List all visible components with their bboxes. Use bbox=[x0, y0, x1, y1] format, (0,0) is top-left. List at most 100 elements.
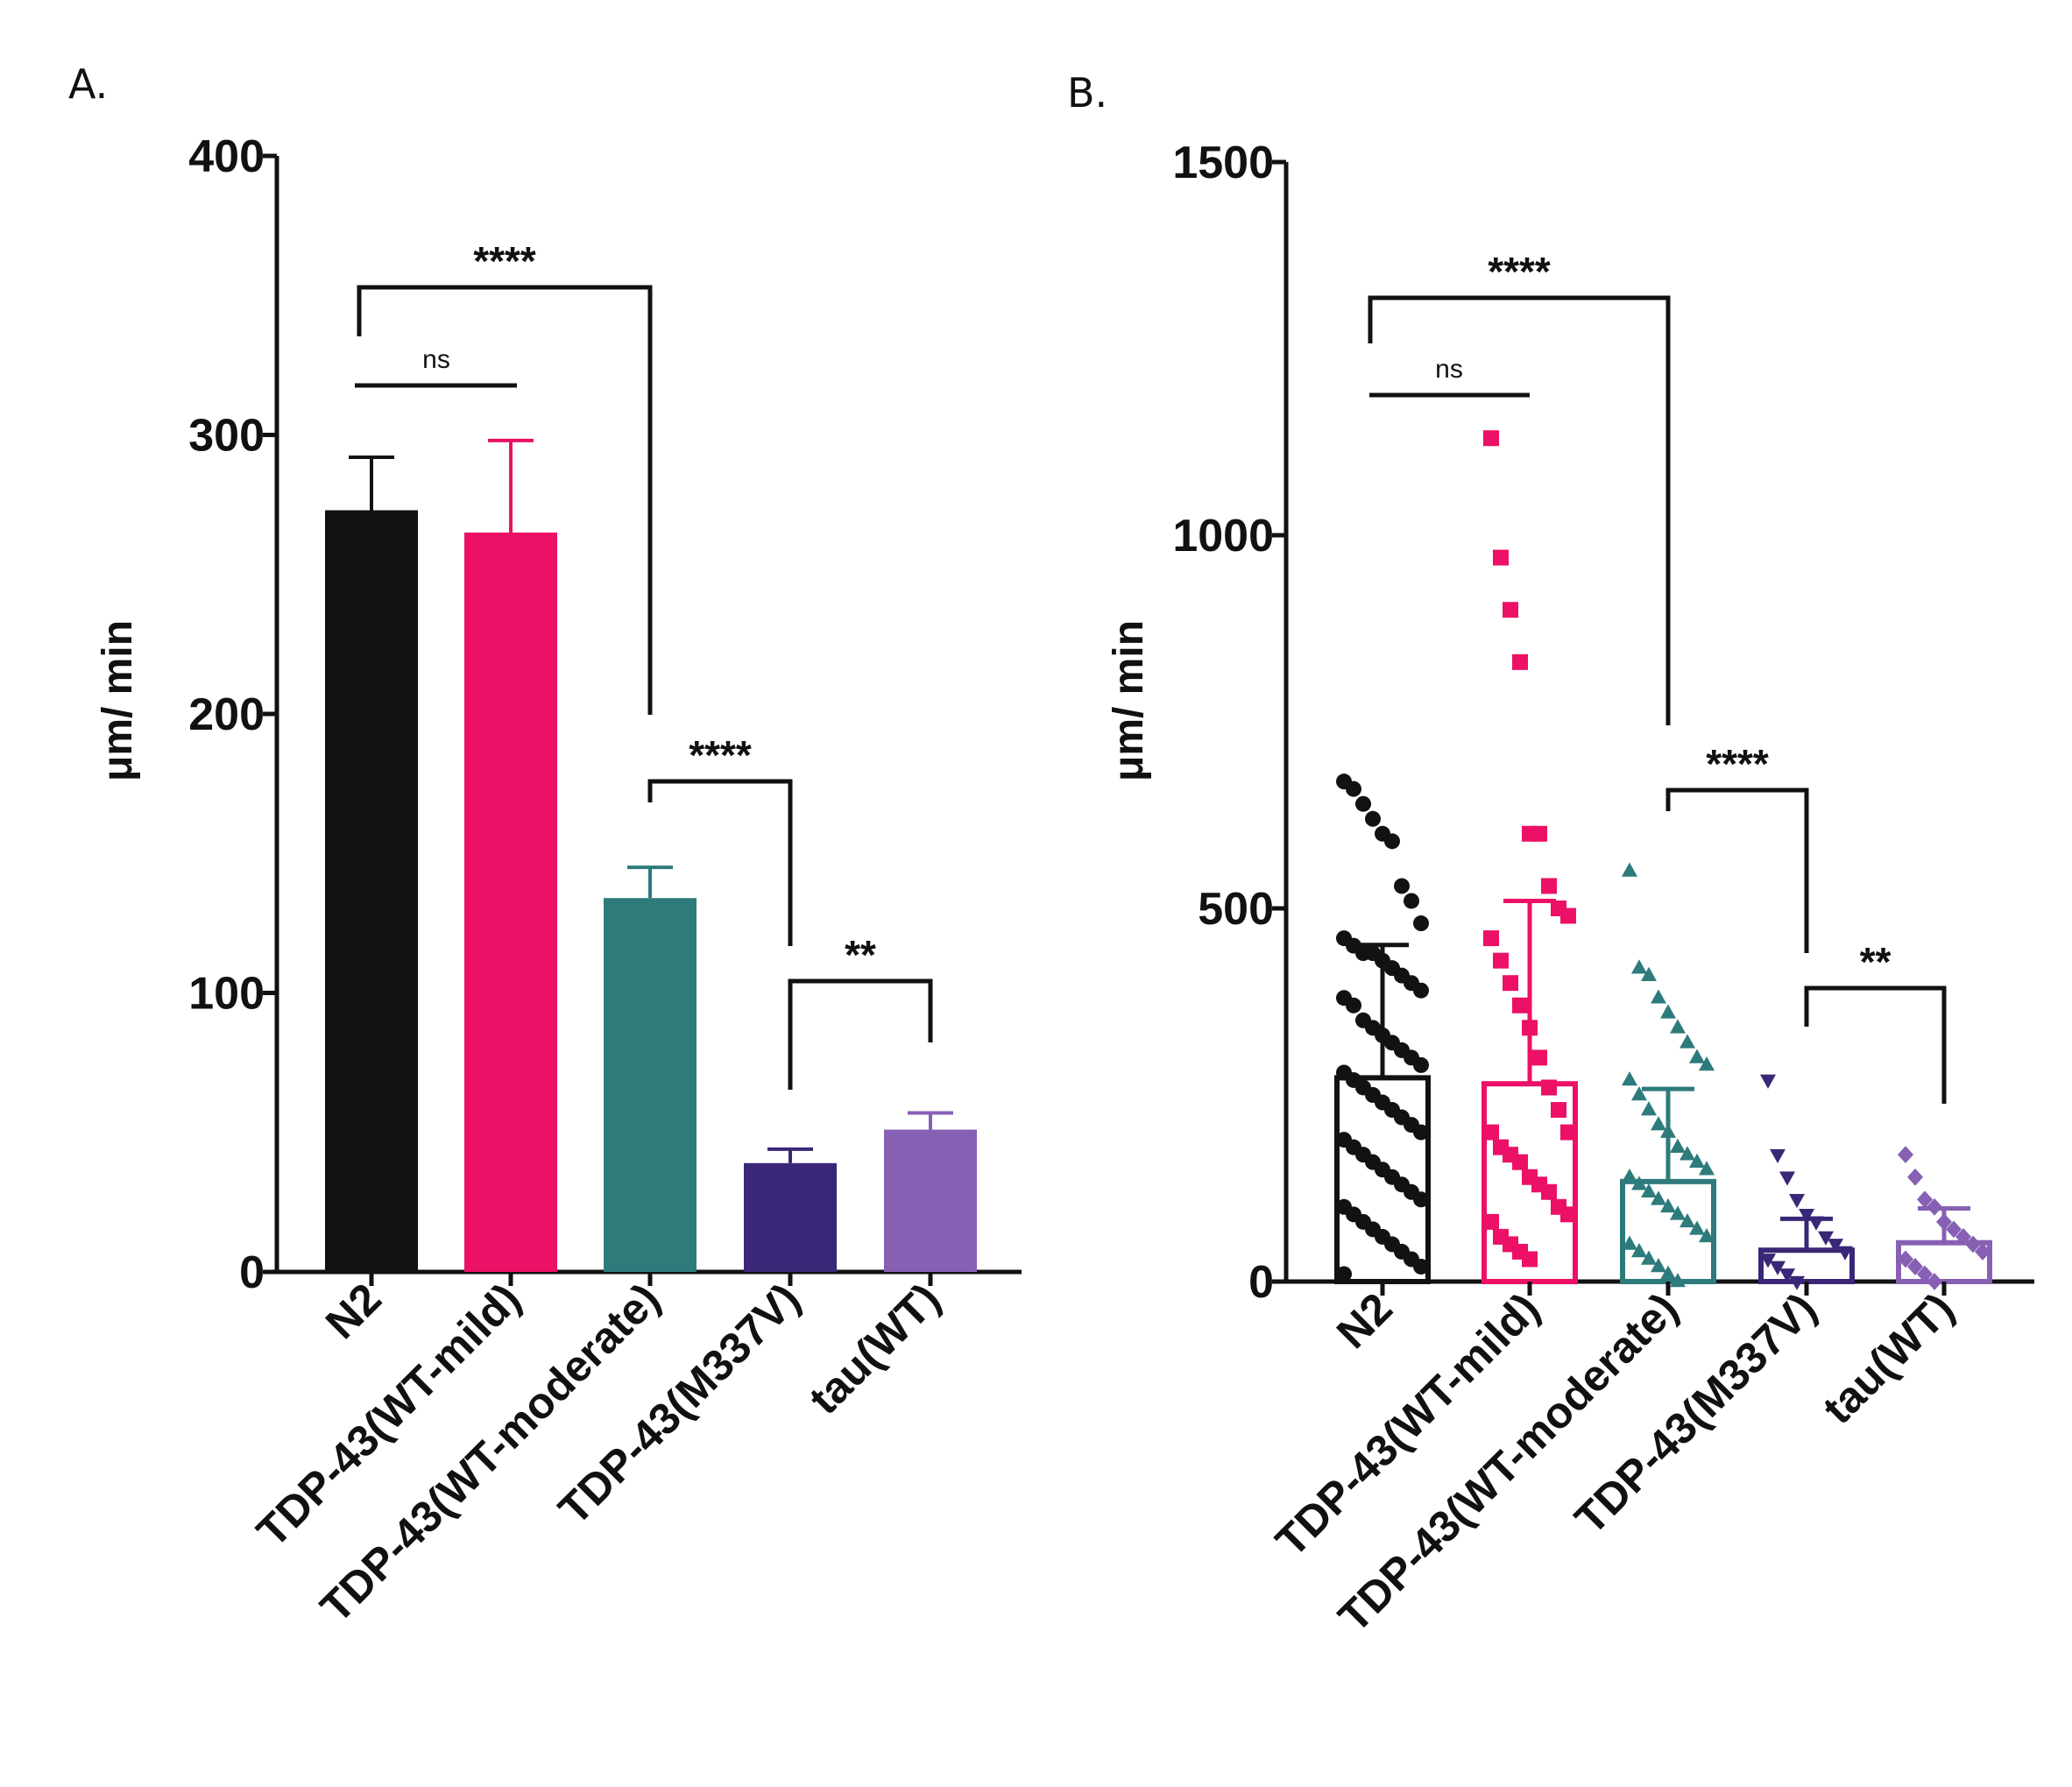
sig-bracket-m337v-tau-line bbox=[1804, 985, 1947, 1104]
data-point bbox=[1384, 833, 1400, 850]
panel-a-y-axis-title: μm/ min bbox=[95, 620, 141, 781]
data-point bbox=[1631, 959, 1647, 974]
data-point bbox=[1622, 1235, 1637, 1250]
data-point bbox=[1699, 1056, 1715, 1071]
data-point bbox=[1404, 893, 1419, 909]
data-point bbox=[1651, 1116, 1666, 1131]
data-point bbox=[1975, 1243, 1991, 1261]
data-point bbox=[1670, 1205, 1686, 1220]
data-point bbox=[1483, 430, 1499, 447]
data-point bbox=[1770, 1148, 1786, 1164]
y-tick-label: 400 bbox=[188, 131, 265, 182]
sig-ns-label: ns bbox=[422, 345, 450, 374]
data-point bbox=[1651, 989, 1666, 1004]
data-point bbox=[1541, 1079, 1557, 1096]
data-point bbox=[1670, 1138, 1686, 1153]
data-point bbox=[1512, 1154, 1528, 1170]
y-tick-label: 500 bbox=[1198, 884, 1274, 935]
sig-bracket-n2-moderate-label: **** bbox=[1488, 249, 1551, 294]
data-point bbox=[1503, 975, 1518, 992]
data-point bbox=[1336, 1266, 1352, 1282]
sig-bracket-m337v-tau-label: ** bbox=[1860, 939, 1892, 985]
x-category-label: TDP-43(M337V) bbox=[549, 1274, 810, 1534]
x-category-label: TDP-43(WT-mild) bbox=[1266, 1283, 1548, 1565]
data-point bbox=[1493, 549, 1509, 566]
data-point bbox=[1779, 1171, 1795, 1186]
data-point bbox=[1699, 1161, 1715, 1176]
bar bbox=[744, 1162, 837, 1272]
data-point bbox=[1631, 1086, 1647, 1101]
data-point bbox=[1907, 1168, 1923, 1186]
data-point bbox=[1760, 1254, 1776, 1268]
y-tick-label: 1500 bbox=[1172, 138, 1274, 188]
sig-bracket-moderate-m337v-label: **** bbox=[689, 732, 752, 778]
data-point bbox=[1689, 1049, 1705, 1063]
sig-bracket-m337v-tau-line bbox=[788, 978, 933, 1090]
data-point bbox=[1917, 1190, 1933, 1209]
data-point bbox=[1560, 1124, 1576, 1141]
data-point bbox=[1483, 1124, 1499, 1141]
data-point bbox=[1651, 1190, 1666, 1205]
data-point bbox=[1622, 1071, 1637, 1086]
x-category-label: TDP-43(M337V) bbox=[1566, 1283, 1826, 1543]
sig-ns-label: ns bbox=[1435, 355, 1463, 384]
data-point bbox=[1779, 1268, 1795, 1283]
data-point bbox=[1660, 1004, 1676, 1019]
data-point bbox=[1828, 1239, 1843, 1254]
data-point bbox=[1660, 1265, 1676, 1280]
x-category-label: tau(WT) bbox=[800, 1274, 950, 1423]
data-point bbox=[1394, 878, 1410, 894]
data-point bbox=[1680, 1034, 1695, 1049]
sig-bracket-moderate-m337v-line bbox=[1665, 788, 1809, 953]
data-point bbox=[1413, 1056, 1429, 1073]
data-point bbox=[1818, 1231, 1834, 1246]
data-point bbox=[1898, 1146, 1913, 1164]
panel-a: A. μm/ min 0 100 200 300 400 N2TDP-43(WT-mild… bbox=[68, 60, 1022, 1632]
data-point bbox=[1483, 930, 1499, 947]
bar bbox=[884, 1129, 977, 1272]
bar bbox=[325, 510, 418, 1272]
data-point bbox=[1541, 1183, 1557, 1200]
y-tick-label: 300 bbox=[188, 411, 265, 462]
panel-b-y-axis-title: μm/ min bbox=[1106, 620, 1152, 781]
sig-bracket-n2-moderate-label: **** bbox=[473, 238, 536, 284]
data-point bbox=[1641, 966, 1657, 981]
data-point bbox=[1551, 1102, 1566, 1119]
data-point bbox=[1365, 810, 1381, 827]
data-point bbox=[1660, 1197, 1676, 1213]
data-point bbox=[1512, 653, 1528, 670]
bar bbox=[464, 532, 557, 1272]
sig-bracket-moderate-m337v-label: **** bbox=[1706, 741, 1769, 787]
data-point bbox=[1789, 1193, 1805, 1209]
sig-bracket-m337v-tau-label: ** bbox=[845, 932, 876, 978]
data-point bbox=[1670, 1273, 1686, 1288]
data-point bbox=[1680, 1146, 1695, 1161]
data-point bbox=[1946, 1220, 1962, 1239]
data-point bbox=[1770, 1261, 1786, 1275]
data-point bbox=[1346, 780, 1361, 797]
panel-a-label: A. bbox=[68, 60, 108, 108]
data-point bbox=[1560, 1206, 1576, 1223]
data-point bbox=[1413, 915, 1429, 932]
data-point bbox=[1760, 1074, 1776, 1089]
data-point bbox=[1699, 1227, 1715, 1243]
data-point bbox=[1413, 1191, 1429, 1208]
data-point bbox=[1622, 862, 1637, 877]
x-category-label: tau(WT) bbox=[1814, 1283, 1963, 1433]
panel-b: B. μm/ min 0 500 1000 1500 N2TDP-43(WT-mild)… bbox=[1067, 69, 2034, 1642]
y-tick-label: 100 bbox=[188, 969, 265, 1020]
data-point bbox=[1483, 1213, 1499, 1230]
data-point bbox=[1531, 1049, 1547, 1066]
data-point bbox=[1965, 1235, 1981, 1254]
data-point bbox=[1641, 1183, 1657, 1198]
data-point bbox=[1955, 1227, 1971, 1246]
data-point bbox=[1522, 1251, 1538, 1268]
data-point bbox=[1493, 952, 1509, 969]
x-category-label: TDP-43(WT-mild) bbox=[247, 1274, 529, 1556]
data-point bbox=[1641, 1250, 1657, 1265]
data-point bbox=[1689, 1220, 1705, 1235]
data-point bbox=[1917, 1265, 1933, 1283]
y-tick-label: 200 bbox=[188, 689, 265, 740]
data-point bbox=[1346, 997, 1361, 1014]
data-point bbox=[1837, 1246, 1853, 1261]
